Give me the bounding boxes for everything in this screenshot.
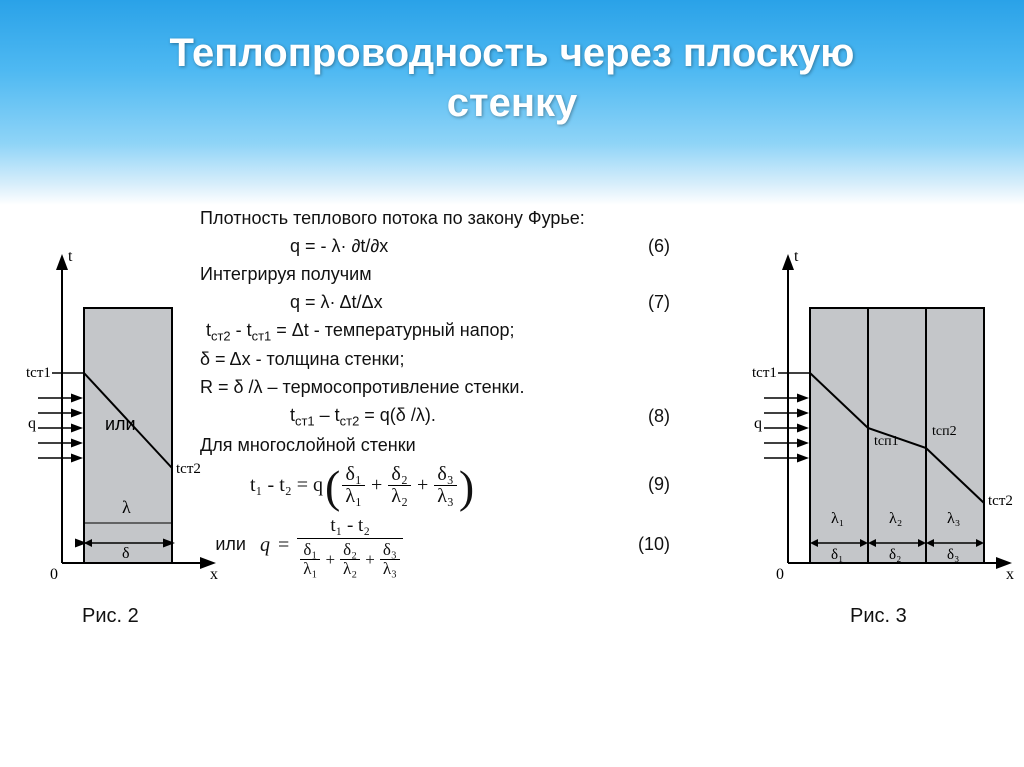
eqnum-6: (6) <box>630 233 680 261</box>
fig3-caption: Рис. 3 <box>850 605 907 628</box>
fig3-tcp1: tсп1 <box>874 434 899 449</box>
fig2-q-arrows <box>38 398 80 458</box>
text-ili: или <box>200 531 260 559</box>
figure-3: t x 0 tст1 q tсп1 tсп2 tст2 λ₁ λ₂ λ₃ <box>748 223 1018 623</box>
text-intro: Плотность теплового потока по закону Фур… <box>200 205 680 233</box>
fig2-tc2: tст2 <box>176 461 201 477</box>
fig3-delta-1: δ₁ <box>831 547 843 563</box>
fig2-origin: 0 <box>50 566 58 583</box>
fig2-q-label: q <box>28 415 36 432</box>
eqnum-10: (10) <box>630 531 680 559</box>
fig3-x-label: x <box>1006 566 1014 583</box>
fig2-lambda: λ <box>122 497 131 517</box>
text-ili-left: или <box>105 414 136 435</box>
slide-content: t x 0 tст1 q tст2 λ δ Рис. 2 или <box>0 205 1024 767</box>
equations-block: Плотность теплового потока по закону Фур… <box>200 205 680 578</box>
fig2-y-label: t <box>68 248 73 265</box>
fig3-lambda-1: λ₁ <box>831 510 844 527</box>
eq9-lhs: t₁ - t₂ = q <box>250 470 323 501</box>
title-line-2: стенку <box>447 81 578 125</box>
eq-9: t₁ - t₂ = q ( δ₁λ₁ + δ₂λ₂ + δ₃λ₃ ) <box>250 464 630 507</box>
fig2-caption: Рис. 2 <box>82 605 139 628</box>
fig3-tc2: tст2 <box>988 493 1013 509</box>
fig2-delta: δ <box>122 545 130 562</box>
fig3-q-label: q <box>754 415 762 432</box>
text-l3: tст2 - tст1 = Δt - температурный напор; <box>200 317 680 347</box>
fig3-y-label: t <box>794 248 799 265</box>
fig3-delta-3: δ₃ <box>947 547 959 563</box>
eq-6: q = - λ· ∂t/∂x <box>200 233 630 261</box>
fig3-tcp2: tсп2 <box>932 424 957 439</box>
slide-header: Теплопроводность через плоскую стенку <box>0 0 1024 205</box>
eqnum-8: (8) <box>630 403 680 431</box>
eq-10: q = t₁ - t₂ δ₁λ₁ + δ₂λ₂ + δ₃λ₃ <box>260 513 630 579</box>
fig3-tc1: tст1 <box>752 365 777 381</box>
text-l6: Для многослойной стенки <box>200 432 680 460</box>
fig2-tc1: tст1 <box>26 365 51 381</box>
fig2-wall <box>84 308 172 563</box>
eq-8: tст1 – tст2 = q(δ /λ). <box>200 402 630 432</box>
title-line-1: Теплопроводность через плоскую <box>170 31 855 75</box>
slide-title: Теплопроводность через плоскую стенку <box>170 28 855 128</box>
text-l5: R = δ /λ – термосопротивление стенки. <box>200 374 680 402</box>
eq-7: q = λ· Δt/Δx <box>200 289 630 317</box>
fig3-q-arrows <box>764 398 806 458</box>
text-l4: δ = Δx - толщина стенки; <box>200 346 680 374</box>
text-integr: Интегрируя получим <box>200 261 680 289</box>
fig3-lambda-2: λ₂ <box>889 510 902 527</box>
eq10-lhs: q <box>260 530 270 561</box>
fig3-origin: 0 <box>776 566 784 583</box>
fig3-lambda-3: λ₃ <box>947 510 960 527</box>
eqnum-9: (9) <box>630 471 680 499</box>
eqnum-7: (7) <box>630 289 680 317</box>
fig3-delta-2: δ₂ <box>889 547 901 563</box>
